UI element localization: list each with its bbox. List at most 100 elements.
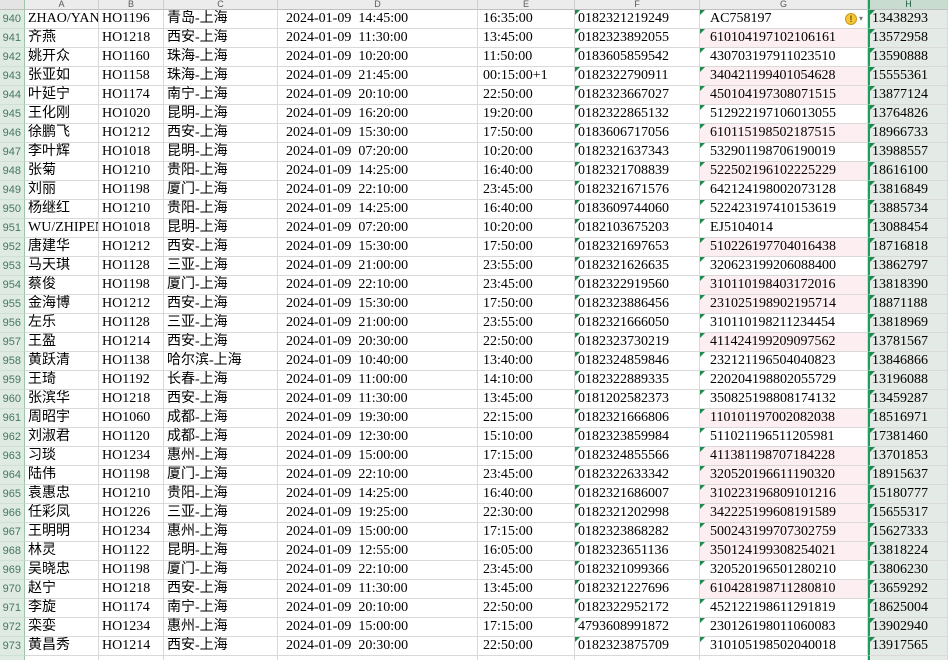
- cell-flight-number[interactable]: HO1234: [99, 447, 164, 466]
- cell-flight-number[interactable]: HO1128: [99, 314, 164, 333]
- cell-route[interactable]: 厦门-上海: [164, 181, 278, 200]
- cell-phone-number[interactable]: 13877124: [868, 86, 948, 105]
- cell-arrival-time[interactable]: 11:50:00: [478, 48, 575, 67]
- cell-arrival-time[interactable]: 17:15:00: [478, 618, 575, 637]
- cell-phone-number[interactable]: 13459287: [868, 390, 948, 409]
- cell-departure-datetime[interactable]: 2024-01-09 10:20:00: [278, 48, 478, 67]
- cell-departure-datetime[interactable]: 2024-01-09 14:25:00: [278, 200, 478, 219]
- cell-phone-number[interactable]: 13862797: [868, 257, 948, 276]
- cell-ticket-number[interactable]: 0182103675203: [575, 219, 700, 238]
- cell-id-number[interactable]: 450104197308071515: [700, 86, 868, 105]
- cell-phone-number[interactable]: 13846866: [868, 352, 948, 371]
- row-number[interactable]: 953: [0, 257, 25, 276]
- cell-departure-datetime[interactable]: 2024-01-09 20:10:00: [278, 86, 478, 105]
- cell-route[interactable]: 珠海-上海: [164, 48, 278, 67]
- row-number[interactable]: 946: [0, 124, 25, 143]
- cell-flight-number[interactable]: HO1210: [99, 200, 164, 219]
- cell-departure-datetime[interactable]: 2024-01-09 11:30:00: [278, 580, 478, 599]
- cell-flight-number[interactable]: HO1214: [99, 637, 164, 656]
- cell-arrival-time[interactable]: 23:45:00: [478, 181, 575, 200]
- row-number[interactable]: 966: [0, 504, 25, 523]
- cell-departure-datetime[interactable]: 2024-01-09 16:20:00: [278, 105, 478, 124]
- cell-flight-number[interactable]: HO1160: [99, 48, 164, 67]
- cell-departure-datetime[interactable]: 2024-01-09 19:30:00: [278, 409, 478, 428]
- cell-flight-number[interactable]: HO1226: [99, 504, 164, 523]
- cell-id-number[interactable]: 411381198707184228: [700, 447, 868, 466]
- cell-flight-number[interactable]: HO1020: [99, 105, 164, 124]
- cell-ticket-number[interactable]: 0182321626635: [575, 257, 700, 276]
- cell-phone-number[interactable]: 13917565: [868, 637, 948, 656]
- cell-flight-number[interactable]: HO1214: [99, 333, 164, 352]
- cell-id-number[interactable]: 610104197102106161: [700, 29, 868, 48]
- cell-departure-datetime[interactable]: 2024-01-09 14:25:00: [278, 162, 478, 181]
- row-number[interactable]: 957: [0, 333, 25, 352]
- row-number[interactable]: 951: [0, 219, 25, 238]
- cell-route[interactable]: 三亚-上海: [164, 314, 278, 333]
- cell-departure-datetime[interactable]: 2024-01-09 12:55:00: [278, 542, 478, 561]
- row-number[interactable]: 958: [0, 352, 25, 371]
- cell-flight-number[interactable]: HO1192: [99, 371, 164, 390]
- cell-id-number[interactable]: 510226197704016438: [700, 238, 868, 257]
- cell-id-number[interactable]: 310110198403172016: [700, 276, 868, 295]
- cell-passenger-name[interactable]: 周昭宇: [25, 409, 99, 428]
- cell-ticket-number[interactable]: [575, 656, 700, 660]
- row-number[interactable]: 940: [0, 10, 25, 29]
- cell-flight-number[interactable]: HO1158: [99, 67, 164, 86]
- cell-route[interactable]: 厦门-上海: [164, 561, 278, 580]
- cell-id-number[interactable]: 642124198002073128: [700, 181, 868, 200]
- cell-route[interactable]: 三亚-上海: [164, 257, 278, 276]
- cell-departure-datetime[interactable]: 2024-01-09 22:10:00: [278, 181, 478, 200]
- cell-passenger-name[interactable]: 王化刚: [25, 105, 99, 124]
- cell-phone-number[interactable]: 13902940: [868, 618, 948, 637]
- cell-id-number[interactable]: 512922197106013055: [700, 105, 868, 124]
- cell-flight-number[interactable]: HO1218: [99, 580, 164, 599]
- cell-id-number[interactable]: 430703197911023510: [700, 48, 868, 67]
- cell-phone-number[interactable]: 15627333: [868, 523, 948, 542]
- cell-id-number[interactable]: 452122198611291819: [700, 599, 868, 618]
- select-all-corner[interactable]: [0, 0, 25, 10]
- cell-phone-number[interactable]: 13818969: [868, 314, 948, 333]
- cell-departure-datetime[interactable]: 2024-01-09 11:30:00: [278, 390, 478, 409]
- cell-ticket-number[interactable]: 0182321099366: [575, 561, 700, 580]
- cell-ticket-number[interactable]: 0182322952172: [575, 599, 700, 618]
- cell-ticket-number[interactable]: 0183605859542: [575, 48, 700, 67]
- cell-passenger-name[interactable]: 蔡俊: [25, 276, 99, 295]
- cell-id-number[interactable]: 230126198011060083: [700, 618, 868, 637]
- cell-departure-datetime[interactable]: [278, 656, 478, 660]
- cell-route[interactable]: 南宁-上海: [164, 599, 278, 618]
- cell-flight-number[interactable]: [99, 656, 164, 660]
- cell-passenger-name[interactable]: 李叶辉: [25, 143, 99, 162]
- cell-id-number[interactable]: 310105198502040018: [700, 637, 868, 656]
- row-number[interactable]: 944: [0, 86, 25, 105]
- cell-flight-number[interactable]: HO1212: [99, 124, 164, 143]
- cell-passenger-name[interactable]: 任彩凤: [25, 504, 99, 523]
- cell-phone-number[interactable]: 18915637: [868, 466, 948, 485]
- cell-arrival-time[interactable]: 16:40:00: [478, 162, 575, 181]
- cell-id-number[interactable]: 320623199206088400: [700, 257, 868, 276]
- cell-flight-number[interactable]: HO1210: [99, 485, 164, 504]
- cell-ticket-number[interactable]: 0182321666050: [575, 314, 700, 333]
- cell-flight-number[interactable]: HO1120: [99, 428, 164, 447]
- cell-id-number[interactable]: AC758197! ▾: [700, 10, 868, 29]
- cell-route[interactable]: 昆明-上海: [164, 542, 278, 561]
- cell-passenger-name[interactable]: 栾娈: [25, 618, 99, 637]
- row-number[interactable]: 942: [0, 48, 25, 67]
- cell-route[interactable]: 西安-上海: [164, 390, 278, 409]
- row-number[interactable]: 950: [0, 200, 25, 219]
- row-number[interactable]: 962: [0, 428, 25, 447]
- cell-flight-number[interactable]: HO1138: [99, 352, 164, 371]
- cell-departure-datetime[interactable]: 2024-01-09 22:10:00: [278, 561, 478, 580]
- row-number[interactable]: 947: [0, 143, 25, 162]
- cell-passenger-name[interactable]: 刘淑君: [25, 428, 99, 447]
- cell-departure-datetime[interactable]: 2024-01-09 20:10:00: [278, 599, 478, 618]
- cell-departure-datetime[interactable]: 2024-01-09 07:20:00: [278, 143, 478, 162]
- cell-flight-number[interactable]: HO1060: [99, 409, 164, 428]
- cell-ticket-number[interactable]: 0182323875709: [575, 637, 700, 656]
- cell-flight-number[interactable]: HO1218: [99, 390, 164, 409]
- cell-passenger-name[interactable]: 吴晓忠: [25, 561, 99, 580]
- cell-route[interactable]: 昆明-上海: [164, 105, 278, 124]
- row-number[interactable]: 974: [0, 656, 25, 660]
- cell-id-number[interactable]: 110101197002082038: [700, 409, 868, 428]
- cell-arrival-time[interactable]: 22:50:00: [478, 333, 575, 352]
- cell-passenger-name[interactable]: 左乐: [25, 314, 99, 333]
